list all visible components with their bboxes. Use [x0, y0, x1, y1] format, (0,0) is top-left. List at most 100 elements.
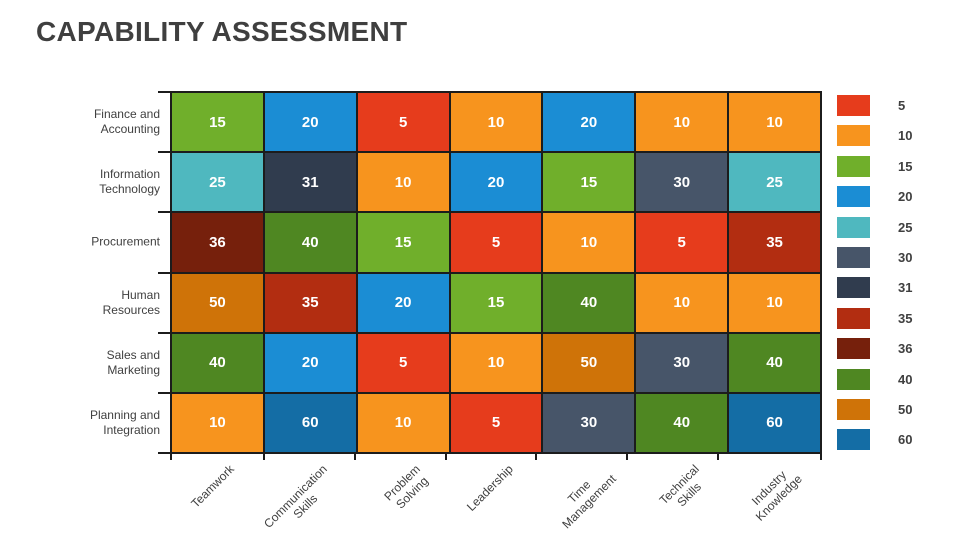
heatmap-cell: 20 [543, 93, 635, 152]
column-label: Problem Solving [381, 462, 432, 512]
row-label: Sales and Marketing [106, 347, 160, 377]
column-label: Industry Knowledge [748, 467, 805, 524]
legend-item: 35 [837, 307, 913, 329]
heatmap-cell: 15 [357, 213, 449, 272]
heatmap-cell: 36 [172, 213, 263, 272]
heatmap-cell: 30 [543, 393, 635, 452]
heatmap-cell: 35 [729, 213, 820, 272]
legend-value: 40 [898, 371, 913, 387]
row-label: Planning and Integration [89, 407, 160, 437]
heatmap-cell: 20 [450, 153, 542, 212]
x-axis-tick [353, 453, 356, 460]
row-label: Finance and Accounting [93, 107, 160, 137]
y-axis-tick [158, 391, 170, 394]
legend-value: 35 [898, 310, 913, 326]
heatmap-cell: 31 [264, 153, 356, 212]
heatmap-cell: 40 [636, 393, 728, 452]
heatmap-cell: 50 [543, 333, 635, 392]
column-label: Communication Skills [261, 462, 331, 531]
legend-item: 30 [837, 247, 912, 268]
page-title: CAPABILITY ASSESSMENT [36, 16, 408, 47]
legend-value: 31 [898, 280, 913, 296]
legend-value: 60 [898, 432, 913, 448]
column-label: Technical Skills [656, 462, 704, 510]
y-axis-tick [158, 211, 170, 214]
heatmap-cell: 5 [450, 393, 542, 452]
heatmap-cell: 30 [636, 153, 728, 212]
row-label: Procurement [91, 234, 160, 249]
heatmap-cell: 10 [357, 153, 449, 212]
heatmap-cell: 10 [636, 273, 728, 332]
legend-swatch [837, 399, 870, 420]
heatmap-cell: 40 [264, 213, 356, 272]
column-label: Time Management [559, 471, 619, 532]
legend-value: 20 [898, 189, 913, 205]
heatmap-cell: 20 [357, 273, 449, 332]
legend-swatch [837, 186, 870, 208]
y-axis-tick [158, 331, 170, 334]
heatmap-cell: 25 [172, 153, 263, 212]
heatmap-cell: 10 [172, 393, 263, 452]
heatmap-cell: 20 [264, 93, 356, 152]
legend-item: 5 [837, 95, 905, 116]
y-axis-tick [158, 452, 170, 454]
heatmap-cell: 60 [264, 393, 356, 452]
legend-item: 10 [837, 125, 913, 147]
x-axis-tick [170, 453, 172, 460]
heatmap-cell: 60 [729, 393, 820, 452]
legend-value: 25 [898, 219, 913, 235]
legend-item: 31 [837, 277, 913, 299]
legend-value: 5 [898, 98, 906, 113]
y-axis-tick [158, 271, 170, 274]
heatmap-cell: 5 [450, 213, 542, 272]
legend-swatch [837, 125, 870, 147]
legend-value: 10 [898, 128, 913, 144]
legend-swatch [837, 95, 870, 116]
heatmap-cell: 10 [450, 333, 542, 392]
legend-item: 36 [837, 338, 913, 360]
heatmap-cell: 15 [172, 93, 263, 152]
legend-item: 60 [837, 429, 913, 451]
heatmap-cell: 40 [172, 333, 263, 392]
y-axis-tick [158, 91, 170, 93]
x-axis-tick [262, 453, 265, 460]
legend-swatch [837, 155, 870, 177]
legend-value: 50 [898, 402, 913, 417]
legend-value: 36 [898, 341, 913, 357]
row-label: Human Resources [102, 287, 160, 317]
legend-swatch [837, 338, 870, 360]
legend-item: 50 [837, 399, 912, 420]
heatmap-cell: 15 [543, 153, 635, 212]
legend-swatch [837, 368, 870, 390]
legend-swatch [837, 429, 870, 451]
heatmap-cell: 35 [264, 273, 356, 332]
x-axis-tick [535, 453, 538, 460]
heatmap-cell: 15 [450, 273, 542, 332]
legend-value: 30 [898, 250, 913, 265]
heatmap-cell: 10 [543, 213, 635, 272]
y-axis-tick [158, 151, 170, 154]
column-label: Teamwork [188, 462, 238, 511]
heatmap-cell: 40 [543, 273, 635, 332]
heatmap-cell: 10 [357, 393, 449, 452]
heatmap-cell: 25 [729, 153, 820, 212]
x-axis-tick [717, 453, 720, 460]
heatmap-cell: 40 [729, 333, 820, 392]
heatmap-cell: 10 [729, 273, 820, 332]
legend-value: 15 [898, 158, 913, 174]
legend-item: 20 [837, 186, 913, 208]
legend-item: 15 [837, 155, 913, 177]
heatmap-cell: 10 [450, 93, 542, 152]
heatmap-cell: 10 [729, 93, 820, 152]
legend-item: 25 [837, 216, 913, 238]
legend-swatch [837, 307, 870, 329]
legend-swatch [837, 247, 870, 268]
heatmap-cell: 5 [357, 93, 449, 152]
legend-item: 40 [837, 368, 913, 390]
heatmap-cell: 5 [357, 333, 449, 392]
x-axis-tick [820, 453, 822, 460]
heatmap-cell: 20 [264, 333, 356, 392]
row-label: Information Technology [99, 167, 160, 197]
heatmap-cell: 30 [636, 333, 728, 392]
